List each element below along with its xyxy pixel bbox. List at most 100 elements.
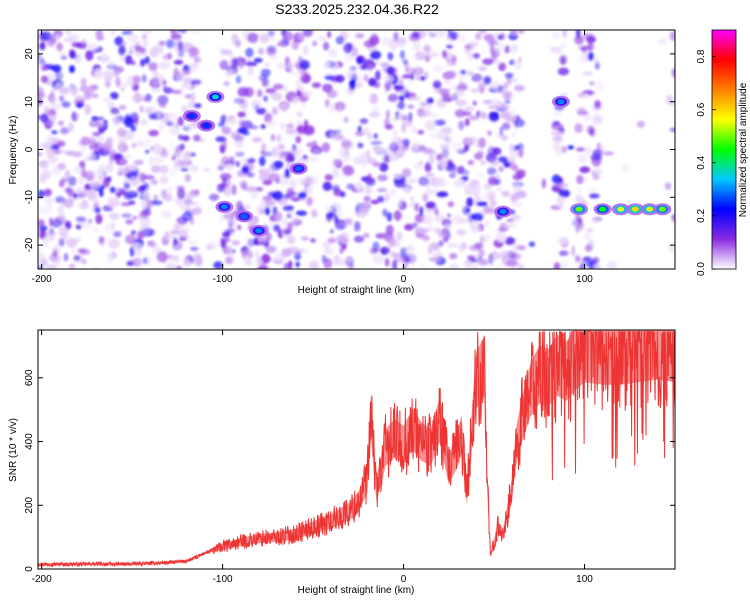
spectrogram-cell: [492, 147, 502, 155]
spectrogram-cell: [51, 130, 58, 135]
spectrogram-cell: [281, 217, 289, 226]
spectrogram-cell: [91, 131, 101, 137]
spectrogram-cell: [38, 86, 44, 96]
spectrogram-cell: [187, 190, 199, 198]
spectrogram-cell: [308, 260, 319, 269]
spectrogram-cell: [57, 51, 68, 57]
spectrogram-cell: [429, 188, 439, 194]
spectrogram-cell: [483, 219, 490, 227]
y-tick-label: 400: [24, 433, 35, 450]
spectrogram-cell: [193, 134, 201, 142]
spectrogram-cell: [150, 179, 158, 185]
spectrogram-cell: [510, 93, 515, 100]
spectrogram-cell: [194, 103, 202, 109]
spectrogram-cell: [173, 37, 182, 43]
spectrogram-cell: [120, 159, 127, 165]
spectrogram-cell: [203, 167, 211, 172]
spectrogram-cell: [163, 87, 173, 94]
spectrogram-cell: [404, 223, 414, 231]
spectrogram-cell: [480, 233, 492, 243]
spectrogram-cell: [295, 210, 308, 216]
spectrogram-cell: [370, 199, 380, 205]
spectrogram-cell: [372, 162, 382, 167]
spectrogram-cell: [267, 36, 276, 41]
spectrogram-cell: [132, 75, 141, 84]
spectrogram-cell: [91, 93, 99, 99]
spectrogram-cell: [399, 49, 405, 60]
spectrogram-cell: [194, 56, 199, 64]
spectrogram-cell: [401, 124, 406, 134]
spectrogram-cell: [82, 187, 94, 196]
spectrogram-cell: [579, 166, 591, 174]
spectrogram-cell: [505, 223, 517, 228]
spectrogram-cell: [116, 136, 122, 145]
spectrogram-cell: [224, 163, 235, 170]
colorbar-label: Normalized spectral amplitude: [738, 82, 749, 217]
spectrogram-cell: [190, 246, 199, 252]
spectrogram-cell: [287, 235, 296, 244]
colorbar-tick-label: 0.6: [696, 102, 707, 116]
spectrogram-cell: [261, 253, 271, 264]
spectrogram-cell: [281, 151, 294, 157]
spectrogram-cell: [92, 49, 99, 54]
spectrogram-cell: [87, 136, 97, 146]
spectrogram-cell: [344, 256, 355, 267]
spectrogram-cell: [476, 110, 481, 118]
spectrogram-cell: [295, 135, 302, 144]
spectrogram-cell: [497, 84, 504, 93]
spectrogram-cell: [298, 56, 303, 63]
spectrogram-cell: [575, 147, 586, 152]
spectrogram-cell: [177, 116, 184, 127]
spectrogram-cell: [280, 102, 288, 112]
spectrogram-cell: [143, 255, 152, 266]
spectrogram-cell: [455, 99, 468, 106]
spectrogram-cell: [499, 32, 506, 40]
spectrogram-cell: [260, 68, 271, 77]
spectrogram-cell: [159, 61, 171, 70]
spectrogram-cell: [429, 132, 441, 140]
spectrogram-cell: [165, 230, 170, 241]
spectrogram-cell: [470, 88, 479, 93]
spectrogram-cell: [133, 117, 140, 126]
spectrogram-cell: [45, 264, 57, 269]
spectrogram-cell: [428, 223, 433, 234]
spectrogram-cell: [392, 129, 398, 137]
spectrogram-cell: [323, 206, 333, 213]
spectrogram-cell: [389, 187, 397, 197]
spectrogram-cell: [290, 147, 298, 155]
spectrogram-cell: [508, 32, 518, 41]
spectrogram-cell: [141, 74, 147, 83]
spectrogram-cell: [129, 48, 141, 56]
spectrogram-cell: [131, 230, 136, 236]
spectrogram-cell: [235, 200, 243, 211]
spectrogram-cell: [567, 145, 574, 150]
spectrogram-cell: [189, 30, 202, 35]
spectrogram-cell: [441, 148, 450, 158]
spectrogram-cell: [139, 58, 146, 67]
spectrogram-cell: [466, 197, 474, 207]
spectrogram-cell: [422, 214, 433, 225]
spectrogram-cell: [292, 96, 301, 105]
spectrogram-cell: [470, 43, 476, 53]
spectrogram-cell: [571, 245, 576, 257]
spectrogram-cell: [189, 62, 194, 74]
x-tick-label: -200: [32, 274, 52, 285]
spectrogram-cell: [177, 40, 184, 50]
spectrogram-cell: [379, 246, 391, 255]
spectrogram-cell: [386, 212, 393, 222]
spectrogram-cell: [256, 107, 266, 115]
spectrogram-cell: [439, 161, 448, 169]
spectrogram-cell: [76, 236, 81, 243]
spectrogram-cell: [286, 62, 294, 68]
spectrogram-cell: [401, 168, 412, 178]
spectrogram-cell: [124, 55, 133, 65]
spectrogram-cell: [452, 141, 463, 152]
spectrogram-cell: [239, 180, 248, 189]
spectrogram-cell: [170, 229, 180, 235]
spectrogram-cell: [503, 105, 510, 110]
spectrogram-cell: [478, 248, 485, 258]
spectrogram-cell: [579, 45, 591, 51]
spectrogram-cell: [489, 160, 500, 166]
spectrogram-cell: [329, 202, 342, 213]
spectrogram-cell: [408, 112, 413, 123]
